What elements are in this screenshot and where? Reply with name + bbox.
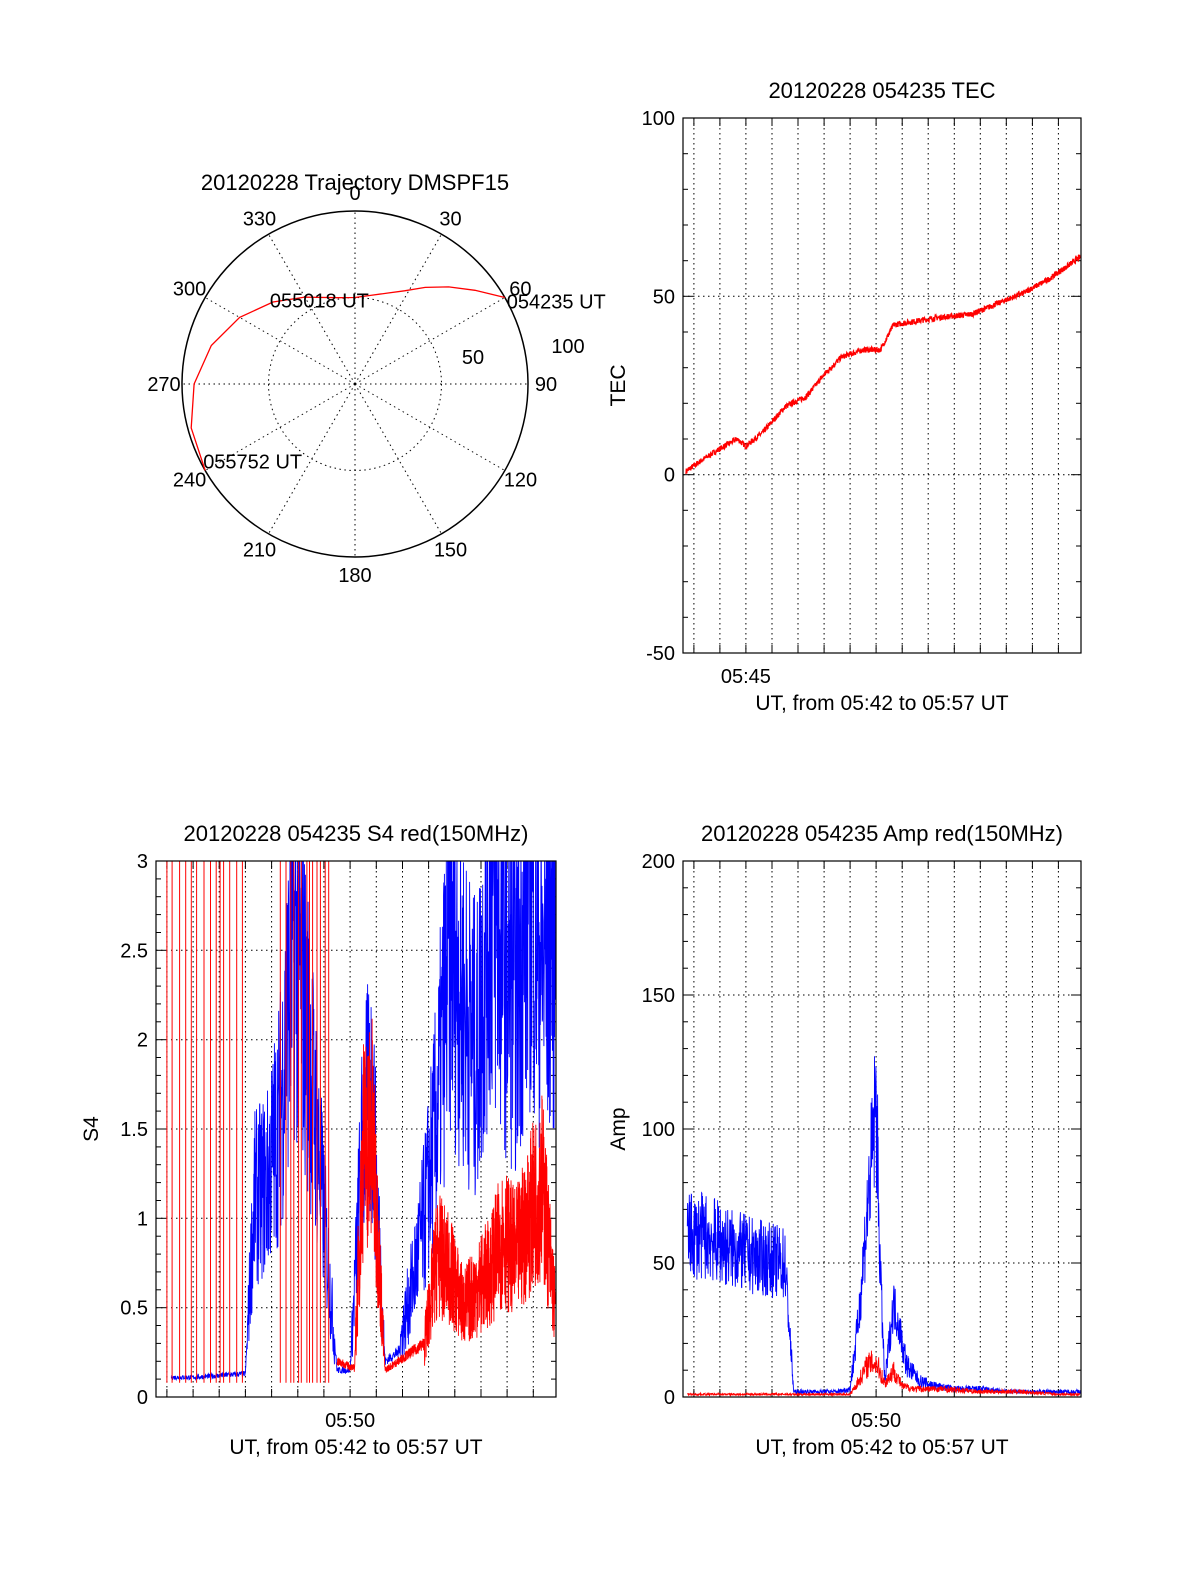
polar-spoke-240 [204, 383, 356, 471]
tec-ytick-label: 100 [642, 108, 675, 130]
trajectory-panel: 20120228 Trajectory DMSPF15 0 30 60 90 120 15… [147, 170, 605, 587]
azimuth-label-30: 30 [439, 209, 461, 231]
amp-ytick-label: 0 [664, 1387, 675, 1409]
azimuth-label-330: 330 [243, 209, 276, 231]
s4-ytick-label: 0.5 [120, 1298, 148, 1320]
s4-axes-frame [155, 860, 557, 1398]
azimuth-label-240: 240 [173, 470, 206, 492]
amp-axes-frame [682, 860, 1082, 1398]
s4-ytick-label: 2.5 [120, 940, 148, 962]
azimuth-label-0: 0 [349, 183, 360, 205]
azimuth-label-180: 180 [338, 565, 371, 587]
amp-xtick-label: 05:50 [851, 1410, 901, 1432]
azimuth-label-150: 150 [434, 539, 467, 561]
trajectory-series [190, 286, 505, 471]
amp-ytick-label: 100 [642, 1119, 675, 1141]
tec-axes-frame [682, 117, 1082, 654]
trajectory-annotations: 054235 UT 055018 UT 055752 UT [203, 291, 606, 474]
amp-series-red [686, 1350, 1081, 1397]
radial-label-inner: 50 [462, 347, 484, 369]
polar-spoke-120 [354, 383, 506, 471]
azimuth-label-300: 300 [173, 279, 206, 301]
amp-ylabel: Amp [607, 1107, 630, 1150]
s4-ytick-label: 1 [137, 1208, 148, 1230]
polar-grid [182, 211, 528, 557]
polar-spoke-300 [204, 297, 356, 385]
s4-panel: 20120228 054235 S4 red(150MHz) 0 0.5 1 1.5 2 2… [80, 821, 557, 1459]
azimuth-label-270: 270 [147, 374, 180, 396]
tec-panel: 20120228 054235 TEC -50 0 50 100 05:45 UT, fro… [607, 78, 1082, 715]
tec-ytick-label: -50 [646, 643, 675, 665]
tec-series-red [685, 254, 1081, 475]
amp-ytick-label: 50 [653, 1253, 675, 1275]
tec-xtick-label: 05:45 [721, 666, 771, 688]
amp-plot-area [686, 1056, 1081, 1397]
s4-ytick-label: 3 [137, 851, 148, 873]
polar-spoke-60 [354, 297, 506, 385]
tec-ytick-label: 0 [664, 465, 675, 487]
s4-ytick-label: 1.5 [120, 1119, 148, 1141]
amp-panel: 20120228 054235 Amp red(150MHz) 0 50 100 150… [607, 821, 1082, 1459]
trajectory-title: 20120228 Trajectory DMSPF15 [201, 170, 509, 195]
amp-ytick-label: 150 [642, 985, 675, 1007]
azimuth-label-120: 120 [504, 470, 537, 492]
tec-ytick-label: 50 [653, 286, 675, 308]
polar-outer-circle [181, 210, 529, 558]
polar-spoke-330 [268, 233, 356, 385]
azimuth-label-90: 90 [535, 374, 557, 396]
s4-title: 20120228 054235 S4 red(150MHz) [184, 821, 529, 846]
s4-xtick-label: 05:50 [325, 1410, 375, 1432]
s4-ylabel: S4 [80, 1116, 103, 1142]
tec-ylabel: TEC [607, 365, 630, 407]
amp-xlabel: UT, from 05:42 to 05:57 UT [755, 1436, 1008, 1459]
s4-ytick-label: 2 [137, 1030, 148, 1052]
amp-title: 20120228 054235 Amp red(150MHz) [701, 821, 1063, 846]
polar-radial-labels: 50 100 [462, 336, 585, 369]
radial-label-outer: 100 [551, 336, 584, 358]
polar-azimuth-labels: 0 30 60 90 120 150 180 210 240 270 300 330 [147, 183, 557, 587]
tec-xlabel: UT, from 05:42 to 05:57 UT [755, 692, 1008, 715]
trajectory-annotation-0: 054235 UT [507, 292, 606, 314]
amp-ytick-label: 200 [642, 851, 675, 873]
s4-ytick-label: 0 [137, 1387, 148, 1409]
s4-plot-area [166, 861, 556, 1383]
polar-spoke-150 [354, 383, 442, 535]
trajectory-line [190, 286, 505, 471]
azimuth-label-210: 210 [243, 539, 276, 561]
polar-spoke-210 [268, 383, 356, 535]
tec-plot-area [685, 254, 1081, 475]
s4-series-red [336, 1018, 556, 1373]
tec-title: 20120228 054235 TEC [768, 78, 995, 103]
s4-xlabel: UT, from 05:42 to 05:57 UT [229, 1436, 482, 1459]
polar-spoke-30 [354, 233, 442, 385]
azimuth-label-60: 60 [509, 279, 531, 301]
trajectory-annotation-2: 055752 UT [203, 452, 302, 474]
trajectory-annotation-1: 055018 UT [270, 291, 369, 313]
